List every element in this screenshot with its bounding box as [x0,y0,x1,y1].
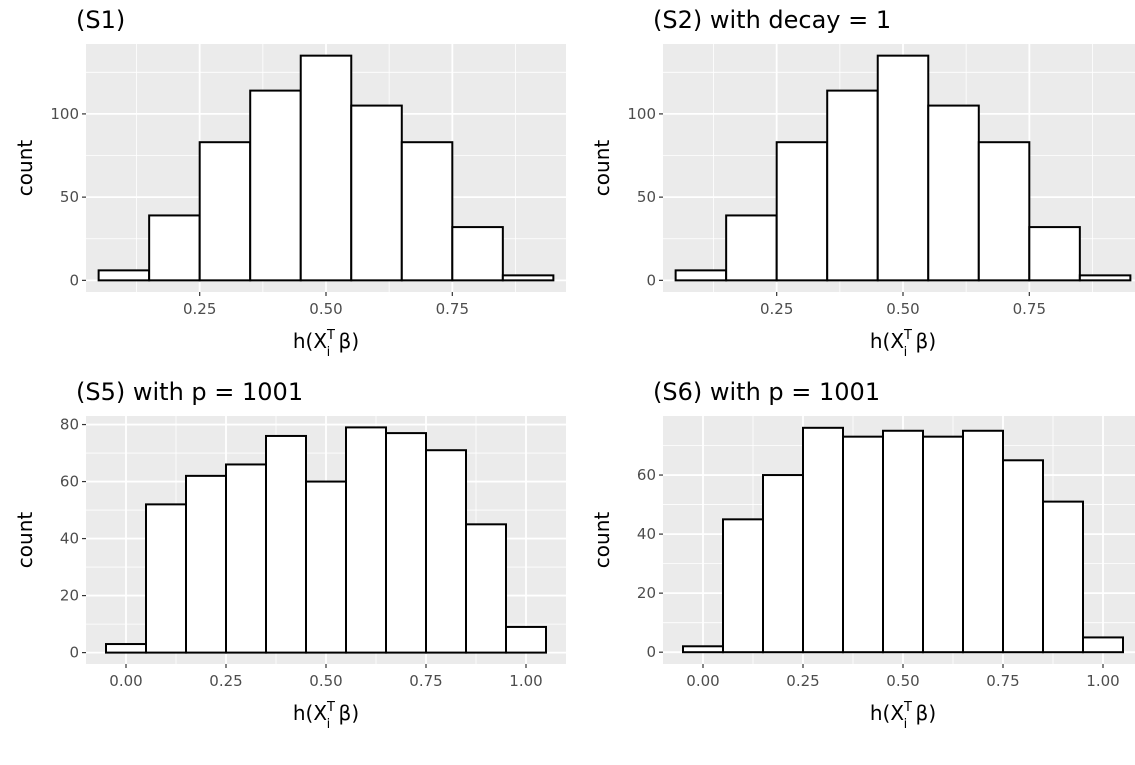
panel-title: (S2) with decay = 1 [653,6,891,34]
panel-title: (S5) with p = 1001 [76,378,303,406]
y-axis-label: count [13,512,37,569]
histogram-s2: (S2) with decay = 1 0 50 100 0.25 0.50 0.75 cou… [590,6,1135,360]
histogram-bar [922,435,964,654]
y-tick-label: 60 [637,466,656,484]
histogram-s1: (S1) 0 50 100 0.25 0.50 0.75 count h(XT i β) [13,6,566,360]
histogram-bar [802,426,844,654]
histogram-bar [425,449,467,654]
panel-s5: (S5) with p = 1001 0 20 40 60 80 0.00 0.25 0.50 0… [10,372,570,752]
histogram-bar [148,214,201,282]
x-tick-label: 1.00 [509,672,542,690]
histogram-s6: (S6) with p = 1001 0 20 40 60 0.00 0.25 0.50 0.7… [590,378,1135,732]
histogram-bar [345,426,387,654]
y-tick-label: 0 [646,643,656,661]
histogram-bar [682,645,724,654]
panel-s1: (S1) 0 50 100 0.25 0.50 0.75 count h(XT i β) [10,0,570,380]
histogram-bar [265,434,307,654]
x-tick-label: 0.00 [109,672,142,690]
x-tick-label: 0.50 [309,672,342,690]
histogram-bar [826,89,879,282]
panel-title: (S1) [76,6,125,34]
histogram-bar [105,643,147,654]
histogram-bar [249,89,302,282]
x-axis-label: h(XT i β) [293,328,359,360]
histogram-bar [962,429,1004,654]
histogram-bar [97,269,151,282]
x-tick-label: 0.75 [986,672,1019,690]
panel-s6: (S6) with p = 1001 0 20 40 60 0.00 0.25 0.50 0.7… [587,372,1135,752]
x-axis-label: h(XT i β) [870,700,936,732]
panel-title: (S6) with p = 1001 [653,378,880,406]
x-tick-label: 0.50 [886,300,919,318]
y-axis-label: count [590,512,614,569]
x-tick-label: 0.25 [183,300,216,318]
histogram-bar [762,474,804,654]
x-tick-label: 0.50 [886,672,919,690]
x-axis-label: h(XT i β) [870,328,936,360]
y-tick-label: 40 [637,525,656,543]
histogram-bar [842,435,884,654]
histogram-bar [977,141,1031,282]
histogram-bar [876,54,930,282]
x-tick-label: 1.00 [1086,672,1119,690]
x-tick-label: 0.25 [209,672,242,690]
histogram-bar [674,269,728,282]
histogram-bar [1028,226,1081,282]
histogram-bar [722,518,764,654]
histogram-bar [725,214,778,282]
y-tick-label: 0 [69,644,79,662]
y-tick-label: 60 [60,473,79,491]
histogram-bar [927,104,980,282]
histogram-bar [505,625,547,654]
histogram-bar [225,463,267,654]
panel-s2: (S2) with decay = 1 0 50 100 0.25 0.50 0.75 cou… [587,0,1135,380]
y-axis-label: count [590,140,614,197]
y-tick-label: 100 [627,105,656,123]
y-tick-label: 0 [69,271,79,289]
y-axis-label: count [13,140,37,197]
histogram-bar [1042,500,1084,654]
histogram-bar [501,274,555,282]
x-tick-label: 0.00 [686,672,719,690]
x-tick-label: 0.75 [409,672,442,690]
y-tick-label: 0 [646,271,656,289]
histogram-bar [400,141,454,282]
histogram-bar [451,226,504,282]
histogram-bar [198,141,252,282]
y-tick-label: 50 [637,188,656,206]
histogram-bar [385,432,427,654]
x-tick-label: 0.50 [309,300,342,318]
histogram-bar [1002,459,1044,654]
histogram-bar [775,141,829,282]
histogram-bar [350,104,403,282]
histogram-bar [185,474,227,654]
histogram-bar [465,523,507,654]
y-tick-label: 50 [60,188,79,206]
histogram-bar [299,54,353,282]
x-tick-label: 0.75 [436,300,469,318]
x-tick-label: 0.25 [786,672,819,690]
y-tick-label: 80 [60,416,79,434]
histogram-s5: (S5) with p = 1001 0 20 40 60 80 0.00 0.25 0.50 0… [13,378,566,732]
x-tick-label: 0.25 [760,300,793,318]
x-tick-label: 0.75 [1013,300,1046,318]
y-tick-label: 40 [60,530,79,548]
histogram-bar [145,503,187,654]
histogram-bar [1078,274,1132,282]
y-tick-label: 20 [637,584,656,602]
x-axis-label: h(XT i β) [293,700,359,732]
histogram-bar [305,480,347,654]
y-tick-label: 20 [60,587,79,605]
histogram-bar [1082,636,1124,654]
histogram-bar [882,429,924,654]
y-tick-label: 100 [50,105,79,123]
